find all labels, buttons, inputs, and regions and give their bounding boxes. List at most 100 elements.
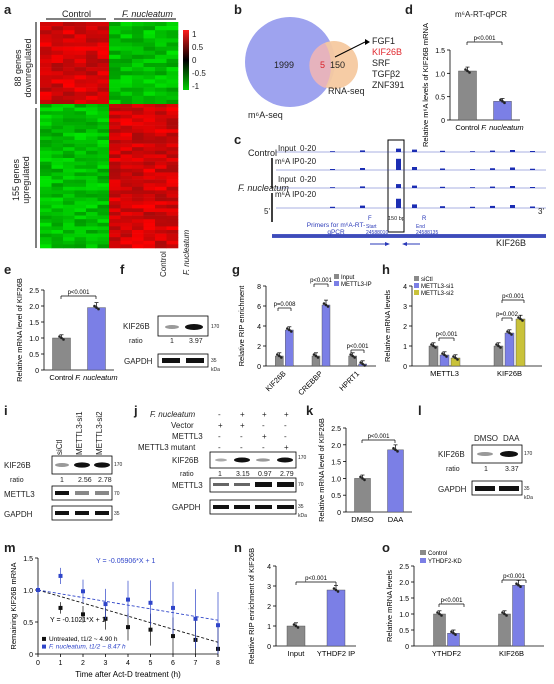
heatmap-cell <box>120 122 133 126</box>
data-point <box>361 477 364 480</box>
heatmap-cell <box>40 87 52 92</box>
legend-swatch-kd <box>420 558 426 563</box>
heatmap-cell <box>155 125 167 130</box>
heatmap-cell <box>40 67 52 72</box>
heatmap-cell <box>51 71 64 76</box>
panel-d-title: m⁶A-RT-qPCR <box>455 10 508 19</box>
heatmap-cell <box>120 99 133 105</box>
heatmap-cell <box>132 71 144 76</box>
heatmap-cell <box>74 147 87 152</box>
heatmap-cell <box>51 22 64 27</box>
venn-diagram <box>245 17 370 107</box>
blot-l <box>471 444 523 496</box>
heatmap-cell <box>166 118 179 123</box>
heatmap-cell <box>155 194 167 198</box>
heatmap-cell <box>86 179 98 184</box>
heatmap-cell <box>86 172 98 177</box>
track-ip-2: m⁶A IP <box>275 190 300 199</box>
heatmap-cell <box>51 179 64 184</box>
heatmap-cell <box>51 30 64 35</box>
category-label: YTHDF2 <box>432 649 461 658</box>
heatmap-cell <box>132 150 144 155</box>
heatmap-cell <box>155 46 167 51</box>
heatmap-cell <box>86 118 98 123</box>
heatmap-cell <box>97 132 110 137</box>
heatmap-cell <box>109 136 121 141</box>
heatmap-cell <box>120 212 133 216</box>
heatmap-cell <box>120 244 133 249</box>
data-point <box>316 356 320 359</box>
heatmap-cell <box>132 132 144 137</box>
heatmap-cell <box>166 71 179 76</box>
data-point <box>336 590 340 593</box>
data-point <box>515 582 518 585</box>
data-point <box>324 303 328 307</box>
heatmap-cell <box>120 143 133 148</box>
heatmap-cell <box>132 222 144 227</box>
heatmap-cell <box>109 99 121 105</box>
heatmap-cell <box>97 179 110 184</box>
heatmap-cell <box>51 240 64 245</box>
heatmap-cell <box>97 140 110 144</box>
heatmap-cell <box>155 58 167 64</box>
heatmap-cell <box>86 143 98 148</box>
track-peak <box>396 198 401 208</box>
heatmap-cell <box>63 147 75 152</box>
y-tick-label: 2 <box>267 604 271 611</box>
heatmap-cell <box>155 183 167 188</box>
heatmap-cell <box>120 111 133 116</box>
data-point <box>466 69 469 73</box>
heatmap-cell <box>51 67 64 72</box>
data-point <box>81 589 85 594</box>
heatmap-cell <box>143 50 156 56</box>
scale-2: 0-20 <box>300 157 317 166</box>
track-input-2: Input <box>278 175 296 184</box>
blot-l-mw-170: 170 <box>524 451 533 457</box>
y-axis-label: Relative mRNA levels <box>385 570 394 642</box>
heatmap-cell <box>143 158 156 162</box>
heatmap-cell <box>109 67 121 72</box>
track-peak <box>530 206 535 208</box>
y-tick-label: 0 <box>267 644 271 651</box>
heatmap-cell <box>86 197 98 202</box>
heatmap-cell <box>166 114 179 119</box>
heatmap-cell <box>143 34 156 39</box>
track-input-1: Input <box>278 144 296 153</box>
panel-letter-o: o <box>382 540 390 555</box>
data-point <box>394 448 397 452</box>
heatmap-cell <box>120 168 133 173</box>
blot-j-kda: kDa <box>298 513 307 519</box>
heatmap-cell <box>166 129 179 134</box>
heatmap-cell <box>63 118 75 123</box>
heatmap-cell <box>63 58 75 64</box>
bar <box>321 304 331 367</box>
p-value: p<0.001 <box>68 290 91 296</box>
heatmap-cell <box>97 204 110 209</box>
blot-i-ratio-1: 1 <box>60 477 64 484</box>
heatmap-cell <box>74 168 87 173</box>
data-point <box>445 355 448 358</box>
heatmap-cell <box>166 201 179 206</box>
heatmap-cell <box>155 30 167 35</box>
heatmap-cell <box>51 107 64 112</box>
heatmap-cell <box>51 186 64 191</box>
heatmap-cell <box>74 107 87 112</box>
heatmap-cell <box>97 50 110 56</box>
heatmap-cell <box>63 183 75 188</box>
heatmap-cell <box>166 233 179 238</box>
heatmap-cell <box>132 233 144 238</box>
data-point <box>93 304 96 308</box>
heatmap-cell <box>143 172 156 177</box>
heatmap-cell <box>74 233 87 238</box>
heatmap-cell <box>109 230 121 234</box>
heatmap-cell <box>51 215 64 220</box>
heatmap-cell <box>109 190 121 195</box>
heatmap-cell <box>97 87 110 92</box>
heatmap-cell <box>51 46 64 51</box>
heatmap-cell <box>143 219 156 224</box>
heatmap-cell <box>166 132 179 137</box>
legend-swatch-control <box>420 550 426 555</box>
data-point <box>519 585 522 588</box>
heatmap-cell <box>97 54 110 60</box>
y-tick-label: 2.0 <box>29 304 39 311</box>
